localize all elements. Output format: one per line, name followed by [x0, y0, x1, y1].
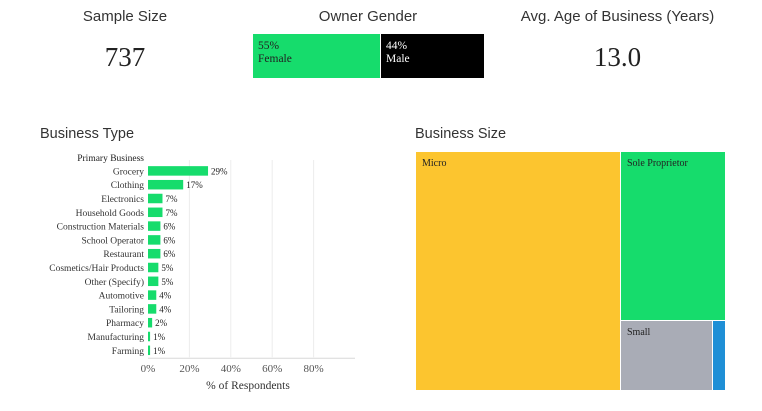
- bar-value-label: 7%: [165, 208, 178, 218]
- category-label: Grocery: [113, 167, 144, 177]
- category-header: Primary Business: [77, 154, 144, 164]
- bar-restaurant: [148, 248, 161, 259]
- category-label: Automotive: [99, 292, 144, 302]
- bar-household-goods: [148, 207, 163, 218]
- bar-other-specify-: [148, 276, 159, 287]
- bar-value-label: 17%: [186, 180, 203, 190]
- business-type-chart: Primary Business Grocery 29% Clothing 17% Ele…: [49, 154, 355, 392]
- bar-value-label: 1%: [153, 346, 166, 356]
- category-label: Construction Materials: [57, 223, 145, 233]
- treemap-label: Micro: [422, 158, 447, 169]
- category-label: Household Goods: [76, 209, 145, 219]
- female-pct: 55%: [258, 40, 280, 52]
- business-size-treemap: Micro Sole Proprietor Small: [416, 152, 725, 390]
- x-tick-label: 20%: [179, 363, 199, 375]
- bar-value-label: 6%: [163, 235, 176, 245]
- avg-age-title: Avg. Age of Business (Years): [520, 8, 715, 25]
- bar-value-label: 6%: [163, 249, 176, 259]
- male-segment[interactable]: 44% Male: [381, 34, 484, 78]
- bar-value-label: 5%: [161, 263, 174, 273]
- bar-school-operator: [148, 235, 161, 245]
- bar-value-label: 5%: [161, 277, 174, 287]
- category-label: Clothing: [111, 181, 145, 191]
- bar-grocery: [148, 166, 209, 176]
- treemap-cell-sole-proprietor[interactable]: Sole Proprietor: [621, 152, 725, 320]
- category-label: Electronics: [101, 195, 144, 205]
- category-label: School Operator: [81, 236, 144, 246]
- owner-gender-bar[interactable]: 55% Female 44% Male: [253, 0, 484, 80]
- treemap-cell-micro[interactable]: Micro: [416, 152, 620, 390]
- x-tick-label: 60%: [262, 363, 282, 375]
- x-tick-label: 0%: [141, 363, 156, 375]
- bar-tailoring: [148, 304, 157, 314]
- owner-gender-title: Owner Gender: [318, 8, 418, 25]
- bar-farming: [148, 345, 151, 356]
- category-label: Restaurant: [103, 250, 144, 260]
- bar-cosmetics-hair-products: [148, 262, 159, 273]
- bar-value-label: 6%: [163, 222, 176, 232]
- sample-size-title: Sample Size: [82, 8, 168, 25]
- treemap-cell-other[interactable]: [713, 321, 725, 390]
- category-label: Cosmetics/Hair Products: [49, 264, 144, 274]
- x-tick-label: 40%: [221, 363, 241, 375]
- avg-age-value: 13.0: [593, 42, 642, 72]
- category-label: Manufacturing: [88, 332, 145, 343]
- bar-construction-materials: [148, 221, 161, 231]
- treemap-label: Small: [627, 327, 651, 338]
- female-label: Female: [258, 53, 292, 65]
- bar-manufacturing: [148, 331, 151, 342]
- bar-electronics: [148, 193, 163, 204]
- female-segment[interactable]: 55% Female: [253, 34, 380, 78]
- male-pct: 44%: [386, 40, 408, 52]
- business-type-title: Business Type: [40, 126, 135, 142]
- category-label: Farming: [112, 347, 144, 357]
- bar-value-label: 2%: [155, 318, 168, 328]
- treemap-cell-small[interactable]: Small: [621, 321, 712, 390]
- sample-size-value: 737: [104, 42, 146, 72]
- category-label: Other (Specify): [85, 277, 144, 288]
- category-label: Tailoring: [109, 305, 144, 315]
- x-tick-label: 80%: [304, 363, 324, 375]
- bar-value-label: 7%: [165, 194, 178, 204]
- treemap-label: Sole Proprietor: [627, 158, 688, 169]
- bar-value-label: 4%: [159, 304, 172, 314]
- bar-value-label: 4%: [159, 291, 172, 301]
- male-label: Male: [386, 53, 410, 65]
- bar-pharmacy: [148, 317, 153, 328]
- bar-automotive: [148, 290, 157, 300]
- x-axis-label: % of Respondents: [206, 380, 290, 392]
- bar-clothing: [148, 179, 184, 190]
- bar-value-label: 29%: [211, 166, 228, 176]
- category-label: Pharmacy: [106, 319, 144, 329]
- business-size-title: Business Size: [415, 126, 507, 142]
- bar-value-label: 1%: [153, 332, 166, 342]
